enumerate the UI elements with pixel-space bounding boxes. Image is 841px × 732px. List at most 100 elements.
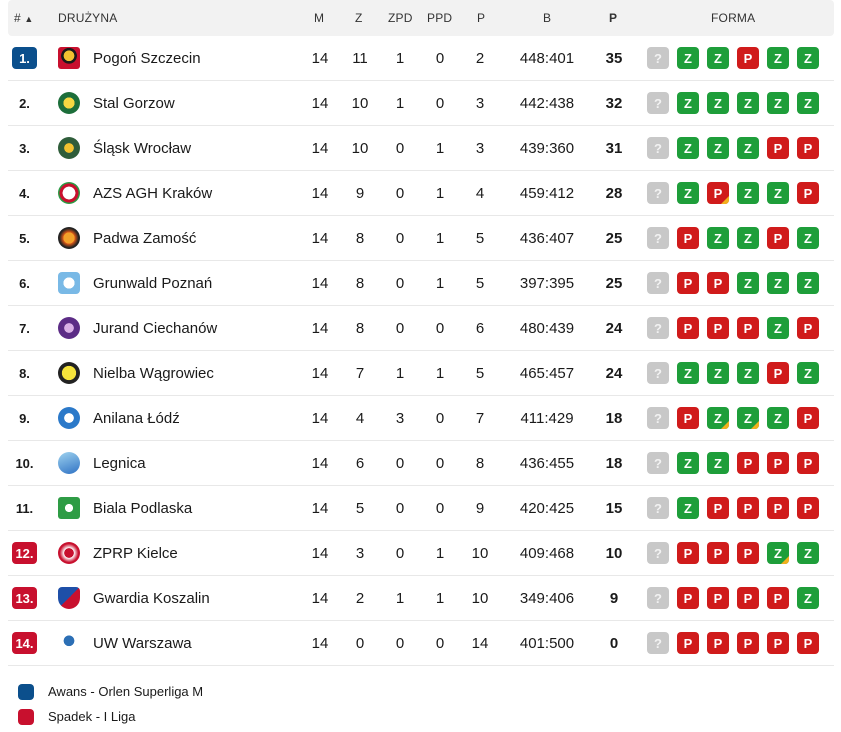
form-win-badge[interactable]: Z [797,362,819,384]
form-loss-badge[interactable]: P [797,632,819,654]
form-win-badge[interactable]: Z [737,137,759,159]
form-win-badge[interactable]: Z [767,407,789,429]
table-row[interactable]: 5. Padwa Zamość 14 8 0 1 5 436:407 25? P Z Z P Z [8,216,834,261]
table-row[interactable]: 7. Jurand Ciechanów 14 8 0 0 6 480:439 24? P P P Z P [8,306,834,351]
form-next-match-badge[interactable]: ? [647,47,669,69]
table-row[interactable]: 2. Stal Gorzow 14 10 1 0 3 442:438 32? Z Z Z Z Z [8,81,834,126]
team-column-header[interactable]: DRUŻYNA [58,11,118,25]
table-row[interactable]: 1. Pogoń Szczecin 14 11 1 0 2 448:401 35? Z Z P Z Z [8,36,834,81]
form-loss-badge[interactable]: P [737,452,759,474]
form-win-badge[interactable]: Z [797,542,819,564]
form-loss-badge[interactable]: P [677,542,699,564]
form-win-badge[interactable]: Z [797,227,819,249]
form-win-badge[interactable]: Z [737,362,759,384]
form-win-badge[interactable]: Z [737,272,759,294]
table-row[interactable]: 12. ZPRP Kielce 14 3 0 1 10 409:468 10? P P P Z Z [8,531,834,576]
team-name-link[interactable]: AZS AGH Kraków [93,185,213,202]
form-win-badge[interactable]: Z [707,92,729,114]
form-win-badge[interactable]: Z [797,92,819,114]
form-win-badge[interactable]: Z [767,92,789,114]
team-name-link[interactable]: UW Warszawa [93,635,192,652]
table-row[interactable]: 13. Gwardia Koszalin 14 2 1 1 10 349:406 9? P P P P Z [8,576,834,621]
form-next-match-badge[interactable]: ? [647,182,669,204]
form-loss-badge[interactable]: P [707,317,729,339]
form-loss-badge[interactable]: P [707,542,729,564]
form-loss-badge[interactable]: P [797,407,819,429]
form-win-badge[interactable]: Z [737,92,759,114]
form-win-badge[interactable]: Z [797,272,819,294]
form-win-badge[interactable]: Z [767,317,789,339]
form-win-badge[interactable]: Z [707,137,729,159]
form-loss-badge[interactable]: P [767,587,789,609]
form-win-badge[interactable]: Z [677,497,699,519]
table-row[interactable]: 8. Nielba Wągrowiec 14 7 1 1 5 465:457 24? Z Z Z P Z [8,351,834,396]
form-loss-badge[interactable]: P [707,587,729,609]
form-next-match-badge[interactable]: ? [647,317,669,339]
form-loss-badge[interactable]: P [797,182,819,204]
matches-column-header[interactable]: M [314,11,325,25]
form-loss-badge[interactable]: P [677,587,699,609]
form-next-match-badge[interactable]: ? [647,587,669,609]
points-column-header[interactable]: P [609,11,618,25]
form-next-match-badge[interactable]: ? [647,407,669,429]
form-win-badge[interactable]: Z [707,47,729,69]
form-loss-badge[interactable]: P [737,632,759,654]
form-next-match-badge[interactable]: ? [647,92,669,114]
wins-ot-column-header[interactable]: ZPD [388,11,413,25]
form-loss-badge[interactable]: P [767,452,789,474]
form-win-badge[interactable]: Z [677,362,699,384]
team-name-link[interactable]: Anilana Łódź [93,410,180,427]
table-row[interactable]: 14. UW Warszawa 14 0 0 0 14 401:500 0? P P P P P [8,621,834,666]
form-win-badge[interactable]: Z [677,47,699,69]
form-next-match-badge[interactable]: ? [647,452,669,474]
form-win-badge[interactable]: Z [677,182,699,204]
form-next-match-badge[interactable]: ? [647,227,669,249]
team-name-link[interactable]: Nielba Wągrowiec [93,365,214,382]
form-next-match-badge[interactable]: ? [647,542,669,564]
team-name-link[interactable]: Gwardia Koszalin [93,590,210,607]
form-loss-badge[interactable]: P [707,497,729,519]
form-next-match-badge[interactable]: ? [647,272,669,294]
form-loss-badge[interactable]: P [677,227,699,249]
form-win-badge[interactable]: Z [677,452,699,474]
form-win-badge[interactable]: Z [767,272,789,294]
form-loss-badge[interactable]: P [677,632,699,654]
rank-column-header[interactable]: # ▲ [14,11,34,25]
form-win-badge[interactable]: Z [677,137,699,159]
form-win-badge[interactable]: Z [797,47,819,69]
wins-column-header[interactable]: Z [355,11,363,25]
form-loss-badge[interactable]: P [767,227,789,249]
form-loss-badge[interactable]: P [797,137,819,159]
form-loss-badge[interactable]: P [737,47,759,69]
form-next-match-badge[interactable]: ? [647,632,669,654]
form-win-badge[interactable]: Z [707,362,729,384]
form-win-badge[interactable]: Z [767,182,789,204]
form-loss-badge[interactable]: P [707,182,729,204]
team-name-link[interactable]: Pogoń Szczecin [93,50,201,67]
form-win-badge[interactable]: Z [737,407,759,429]
form-win-badge[interactable]: Z [677,92,699,114]
form-loss-badge[interactable]: P [737,587,759,609]
form-loss-badge[interactable]: P [767,497,789,519]
form-loss-badge[interactable]: P [737,317,759,339]
form-loss-badge[interactable]: P [797,452,819,474]
team-name-link[interactable]: Legnica [93,455,146,472]
form-win-badge[interactable]: Z [767,542,789,564]
team-name-link[interactable]: Stal Gorzow [93,95,175,112]
goals-column-header[interactable]: B [543,11,552,25]
team-name-link[interactable]: Padwa Zamość [93,230,197,247]
form-loss-badge[interactable]: P [737,497,759,519]
team-name-link[interactable]: Jurand Ciechanów [93,320,218,337]
table-row[interactable]: 4. AZS AGH Kraków 14 9 0 1 4 459:412 28? Z P Z Z P [8,171,834,216]
form-win-badge[interactable]: Z [707,227,729,249]
table-row[interactable]: 11. Biala Podlaska 14 5 0 0 9 420:425 15? Z P P P P [8,486,834,531]
form-win-badge[interactable]: Z [767,47,789,69]
form-loss-badge[interactable]: P [767,362,789,384]
table-row[interactable]: 10. Legnica 14 6 0 0 8 436:455 18? Z Z P P P [8,441,834,486]
form-next-match-badge[interactable]: ? [647,362,669,384]
form-next-match-badge[interactable]: ? [647,497,669,519]
losses-column-header[interactable]: P [477,11,486,25]
table-row[interactable]: 3. Śląsk Wrocław 14 10 0 1 3 439:360 31? Z Z Z P P [8,126,834,171]
form-win-badge[interactable]: Z [737,182,759,204]
team-name-link[interactable]: ZPRP Kielce [93,545,178,562]
